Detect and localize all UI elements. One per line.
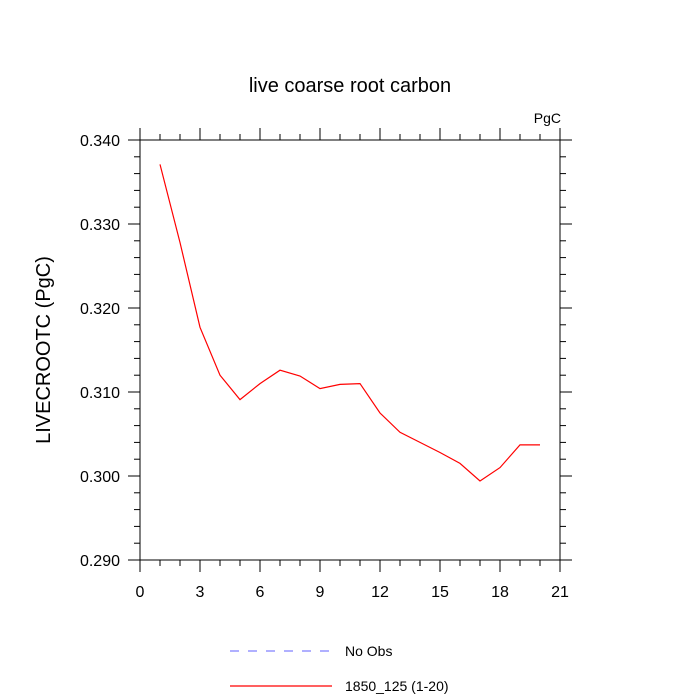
- x-tick-label: 18: [491, 584, 509, 601]
- y-tick-label: 0.290: [80, 553, 120, 570]
- tick-labels: 0 3 6 9 12 15 18 21 0.290 0.300 0.310 0.320 0.330 0.3…: [80, 133, 569, 601]
- plot-frame: [139, 139, 561, 561]
- series-line: [159, 164, 540, 482]
- x-tick-label: 6: [256, 584, 265, 601]
- y-tick-label: 0.330: [80, 217, 120, 234]
- chart-title: live coarse root carbon: [249, 75, 451, 97]
- y-axis-label: LIVECROOTC (PgC): [33, 256, 55, 444]
- x-tick-label: 21: [551, 584, 569, 601]
- legend-label: 1850_125 (1-20): [345, 678, 449, 694]
- x-tick-label: 12: [371, 584, 389, 601]
- x-tick-label: 15: [431, 584, 449, 601]
- axis-ticks: [128, 128, 572, 572]
- y-tick-label: 0.320: [80, 301, 120, 318]
- x-tick-label: 9: [316, 584, 325, 601]
- legend: No Obs 1850_125 (1-20): [230, 643, 449, 694]
- x-tick-label: 3: [196, 584, 205, 601]
- units-label: PgC: [534, 110, 561, 126]
- y-tick-label: 0.300: [80, 469, 120, 486]
- y-tick-label: 0.340: [80, 133, 120, 150]
- series-lines: [159, 164, 540, 482]
- x-tick-label: 0: [136, 584, 145, 601]
- legend-label: No Obs: [345, 643, 392, 659]
- y-tick-label: 0.310: [80, 385, 120, 402]
